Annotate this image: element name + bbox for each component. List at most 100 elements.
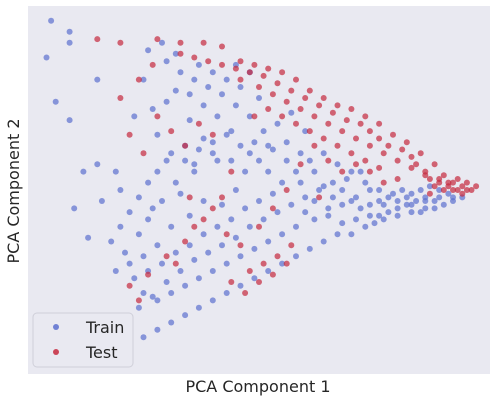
point-test [256,223,262,230]
point-test [362,113,369,120]
point-train [66,28,73,35]
point-test [348,106,355,112]
point-train [159,260,165,267]
point-train [186,212,193,219]
point-train [288,201,295,208]
point-test [431,161,438,168]
point-test [366,168,373,175]
point-test [440,187,447,193]
point-test [376,135,383,142]
point-train [209,69,216,76]
point-test [408,164,415,171]
point-train [256,157,262,164]
legend-test-marker [53,349,59,355]
point-train [311,198,318,204]
point-train [191,256,198,263]
point-test [283,187,290,193]
point-train [353,216,359,223]
point-test [390,131,396,138]
point-train [98,198,105,204]
series-train [43,17,466,341]
point-train [131,275,138,282]
point-test [394,157,401,164]
point-train [122,249,128,256]
point-train [283,157,290,164]
point-test [450,187,456,193]
point-test [209,205,216,212]
point-test [145,271,152,278]
point-test [426,176,433,182]
point-train [422,205,429,212]
point-train [394,212,401,219]
point-test [256,279,262,285]
point-test [334,102,341,109]
point-train [149,293,156,300]
points-layer [43,17,480,341]
point-test [186,194,193,201]
point-train [223,76,230,83]
point-train [417,209,424,216]
point-train [329,179,336,186]
point-test [251,113,258,120]
point-test [182,142,189,149]
point-train [172,50,179,57]
point-train [408,190,415,197]
point-train [135,194,142,201]
point-train [112,168,119,175]
legend-train-marker [53,324,59,330]
point-train [316,187,323,193]
point-train [228,216,235,223]
point-train [311,216,318,223]
point-train [408,201,415,208]
point-test [232,65,239,72]
point-train [265,238,272,245]
point-train [140,253,147,260]
point-train [339,187,346,193]
point-test [343,117,350,124]
point-test [191,54,198,61]
point-train [417,187,424,193]
point-train [436,194,443,201]
point-train [302,194,309,201]
point-test [320,135,327,142]
point-test [329,109,336,116]
point-train [117,223,124,230]
point-test [413,161,420,168]
point-test [205,58,212,65]
point-train [163,58,170,65]
point-train [265,268,272,274]
point-train [422,198,429,204]
point-test [154,36,161,43]
point-train [205,249,212,256]
point-test [149,61,156,68]
point-train [260,128,267,135]
point-test [251,61,258,68]
point-test [293,120,299,127]
point-train [431,205,438,212]
point-train [214,113,221,120]
point-train [43,54,50,61]
point-train [274,120,281,127]
point-test [228,279,235,285]
point-train [246,150,253,157]
point-train [256,95,262,101]
point-train [279,260,286,267]
point-test [445,179,452,186]
point-test [219,43,225,50]
point-train [436,187,443,193]
point-train [117,187,124,193]
point-train [283,139,290,146]
point-test [117,95,124,101]
point-train [126,260,133,267]
point-train [348,168,355,175]
point-train [279,179,286,186]
point-train [293,223,299,230]
point-train [200,198,207,204]
point-test [311,113,318,120]
point-train [172,87,179,94]
point-test [135,297,142,304]
point-train [320,183,327,190]
point-train [394,198,401,204]
point-train [182,157,189,164]
point-test [297,106,304,112]
